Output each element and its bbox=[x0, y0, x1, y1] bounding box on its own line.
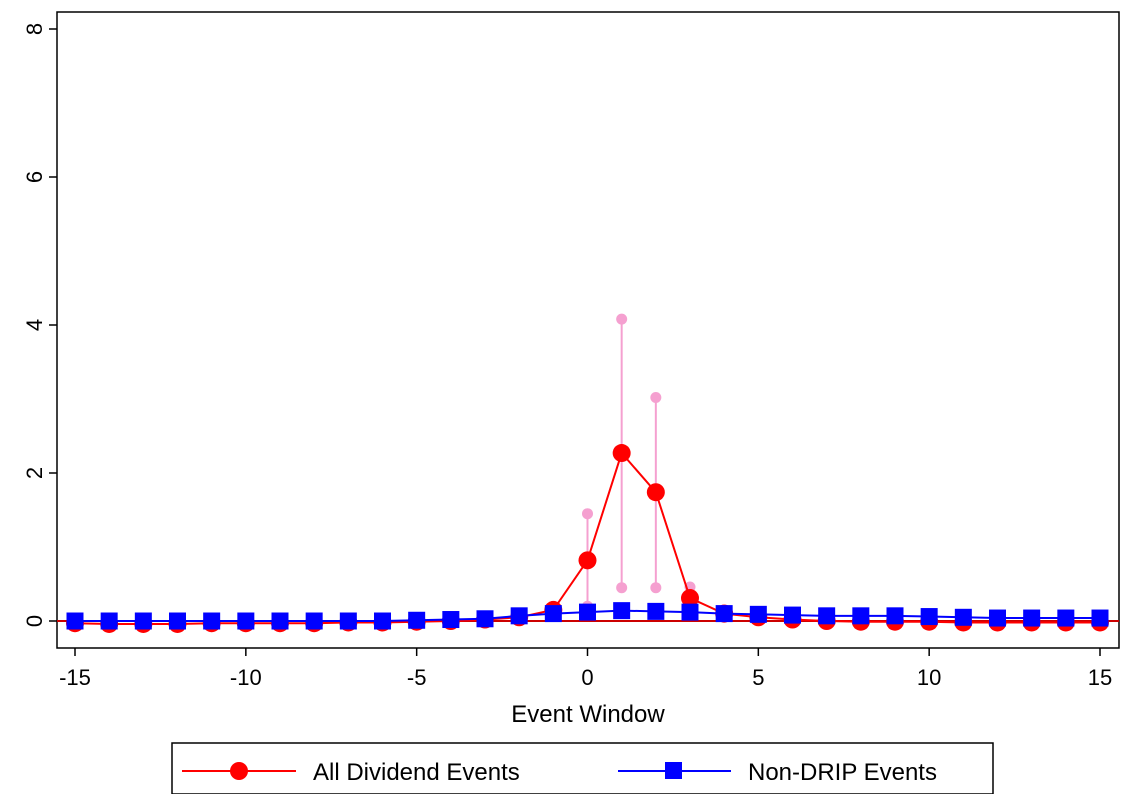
ci-cap-lower bbox=[616, 582, 628, 594]
point-non-drip bbox=[305, 612, 323, 630]
y-axis: 0 2 4 6 8 bbox=[22, 23, 57, 627]
point-non-drip bbox=[169, 612, 186, 630]
point-all-dividend bbox=[646, 483, 665, 502]
point-non-drip bbox=[647, 602, 665, 620]
point-non-drip bbox=[784, 606, 801, 624]
point-non-drip bbox=[613, 602, 631, 620]
point-non-drip bbox=[715, 605, 733, 623]
point-all-dividend bbox=[578, 551, 597, 570]
legend-box bbox=[171, 742, 994, 794]
ci-cap-upper bbox=[616, 313, 628, 325]
point-non-drip bbox=[954, 608, 972, 626]
point-non-drip bbox=[1023, 609, 1041, 627]
point-non-drip bbox=[203, 612, 221, 630]
x-tick-label: -5 bbox=[407, 665, 427, 690]
point-non-drip bbox=[100, 612, 118, 630]
ci-cap-upper bbox=[650, 392, 662, 404]
point-non-drip bbox=[989, 609, 1006, 627]
point-non-drip bbox=[544, 605, 562, 623]
point-non-drip bbox=[1057, 609, 1075, 627]
y-tick-label: 8 bbox=[22, 23, 47, 35]
x-tick-label: 15 bbox=[1088, 665, 1112, 690]
point-non-drip bbox=[134, 612, 152, 630]
point-all-dividend bbox=[612, 444, 631, 463]
legend: All Dividend Events Non-DRIP Events bbox=[171, 742, 994, 794]
y-tick-label: 6 bbox=[22, 171, 47, 183]
point-non-drip bbox=[510, 607, 528, 625]
point-non-drip bbox=[1091, 609, 1109, 627]
point-all-dividend bbox=[681, 589, 699, 608]
point-non-drip bbox=[476, 610, 494, 628]
legend-label-all-dividend: All Dividend Events bbox=[313, 759, 520, 786]
x-tick-label: -10 bbox=[230, 665, 262, 690]
point-non-drip bbox=[237, 612, 255, 630]
x-tick-label: 0 bbox=[581, 665, 593, 690]
point-non-drip bbox=[66, 612, 84, 630]
point-non-drip bbox=[408, 611, 426, 629]
point-non-drip bbox=[374, 612, 391, 630]
x-axis: -15 -10 -5 0 5 10 15 bbox=[59, 648, 1112, 690]
y-tick-label: 0 bbox=[22, 615, 47, 627]
x-tick-label: 10 bbox=[917, 665, 941, 690]
point-non-drip bbox=[886, 607, 904, 625]
point-non-drip bbox=[271, 612, 289, 630]
point-non-drip bbox=[579, 603, 596, 621]
x-axis-title: Event Window bbox=[511, 701, 665, 728]
point-non-drip bbox=[749, 605, 767, 623]
x-tick-label: 5 bbox=[752, 665, 764, 690]
point-non-drip bbox=[339, 612, 357, 630]
point-non-drip bbox=[442, 611, 460, 629]
legend-label-non-drip: Non-DRIP Events bbox=[748, 759, 937, 786]
confidence-intervals bbox=[547, 313, 730, 623]
series-layer bbox=[66, 444, 1109, 633]
legend-marker-non-drip bbox=[665, 762, 682, 779]
point-non-drip bbox=[852, 607, 870, 625]
y-tick-label: 4 bbox=[22, 319, 47, 331]
legend-marker-all-dividend bbox=[230, 762, 248, 780]
point-non-drip bbox=[818, 607, 836, 625]
point-non-drip bbox=[681, 603, 699, 621]
y-tick-label: 2 bbox=[22, 467, 47, 479]
ci-cap-upper bbox=[582, 508, 593, 520]
ci-cap-lower bbox=[650, 582, 662, 594]
point-non-drip bbox=[920, 608, 938, 626]
x-tick-label: -15 bbox=[59, 665, 91, 690]
